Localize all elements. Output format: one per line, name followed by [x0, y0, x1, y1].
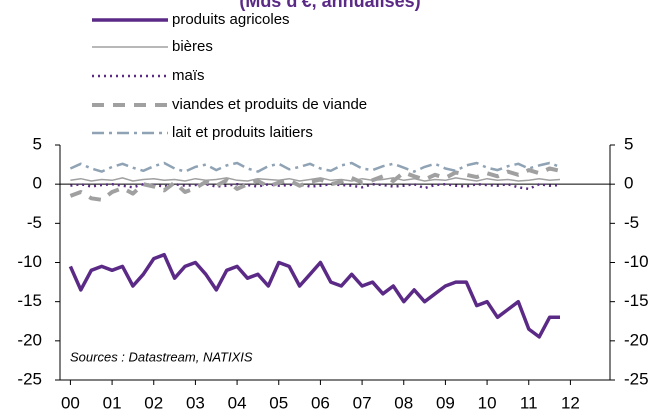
x-tick-label: 00 — [61, 393, 80, 412]
legend-label: maïs — [172, 67, 205, 84]
y2-tick-label: -25 — [624, 369, 649, 388]
x-tick-label: 01 — [103, 393, 122, 412]
x-tick-label: 10 — [478, 393, 497, 412]
series-line — [69, 166, 561, 202]
x-tick-label: 08 — [394, 393, 413, 412]
y-tick-label: -20 — [17, 330, 42, 349]
x-tick-label: 05 — [269, 393, 288, 412]
annotation: Sources : Datastream, NATIXIS — [70, 349, 253, 364]
y-tick-label: -25 — [17, 369, 42, 388]
y2-tick-label: 0 — [624, 174, 633, 193]
y-tick-label: -5 — [27, 213, 42, 232]
legend-label: lait et produits laitiers — [172, 124, 313, 141]
y2-tick-label: 5 — [624, 134, 633, 153]
y-tick-label: -10 — [17, 252, 42, 271]
x-tick-label: 07 — [353, 393, 372, 412]
y-tick-label: 5 — [33, 134, 42, 153]
y2-tick-label: -15 — [624, 291, 649, 310]
y2-tick-label: -5 — [624, 213, 639, 232]
x-tick-label: 11 — [520, 393, 538, 412]
x-tick-label: 06 — [311, 393, 330, 412]
x-tick-label: 12 — [561, 393, 580, 412]
legend-label: bières — [172, 38, 213, 55]
x-tick-label: 03 — [186, 393, 205, 412]
y-tick-label: 0 — [33, 174, 42, 193]
x-tick-label: 04 — [228, 393, 247, 412]
x-tick-label: 09 — [436, 393, 455, 412]
legend-label: produits agricoles — [172, 11, 290, 28]
y2-tick-label: -10 — [624, 252, 649, 271]
series-line — [70, 182, 561, 191]
series-line — [69, 161, 561, 173]
series-line — [68, 252, 560, 339]
x-tick-label: 02 — [144, 393, 163, 412]
y-tick-label: -15 — [17, 291, 42, 310]
legend-label: viandes et produits de viande — [172, 96, 367, 113]
chart-title: (Mds d'€, annualisés) — [239, 0, 420, 11]
y2-tick-label: -20 — [624, 330, 649, 349]
